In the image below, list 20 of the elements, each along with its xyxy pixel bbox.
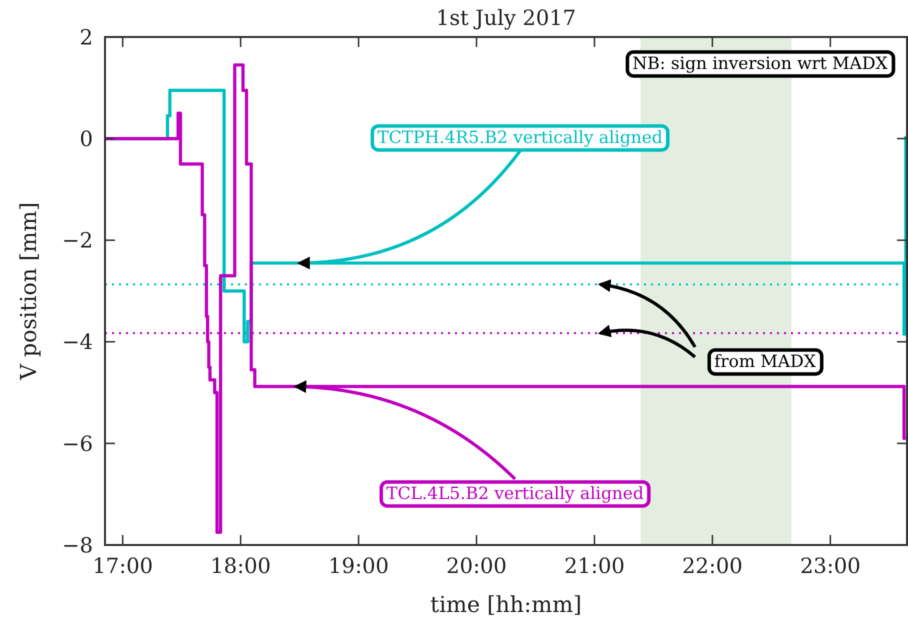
y-tick-label: −2 <box>62 228 93 253</box>
y-tick-label: 0 <box>80 126 93 151</box>
chart-title: 1st July 2017 <box>436 6 576 30</box>
x-axis-title: time [hh:mm] <box>430 593 582 618</box>
x-tick-label: 18:00 <box>210 554 271 578</box>
x-tick-label: 21:00 <box>564 554 625 578</box>
x-tick-label: 20:00 <box>446 554 507 578</box>
y-axis-title: V position [mm] <box>17 202 42 381</box>
x-tick-label: 17:00 <box>92 554 153 578</box>
annotation: from MADX <box>714 352 817 372</box>
annotation: TCTPH.4R5.B2 vertically aligned <box>377 128 663 148</box>
y-tick-label: −4 <box>62 330 93 354</box>
x-tick-label: 19:00 <box>328 554 389 578</box>
x-tick-label: 22:00 <box>682 554 743 578</box>
annotation: NB: sign inversion wrt MADX <box>632 54 888 74</box>
annotation: TCL.4L5.B2 vertically aligned <box>386 484 644 504</box>
y-tick-label: 2 <box>80 25 93 50</box>
x-tick-label: 23:00 <box>800 554 861 578</box>
y-tick-label: −8 <box>62 533 93 558</box>
y-tick-label: −6 <box>62 432 93 456</box>
